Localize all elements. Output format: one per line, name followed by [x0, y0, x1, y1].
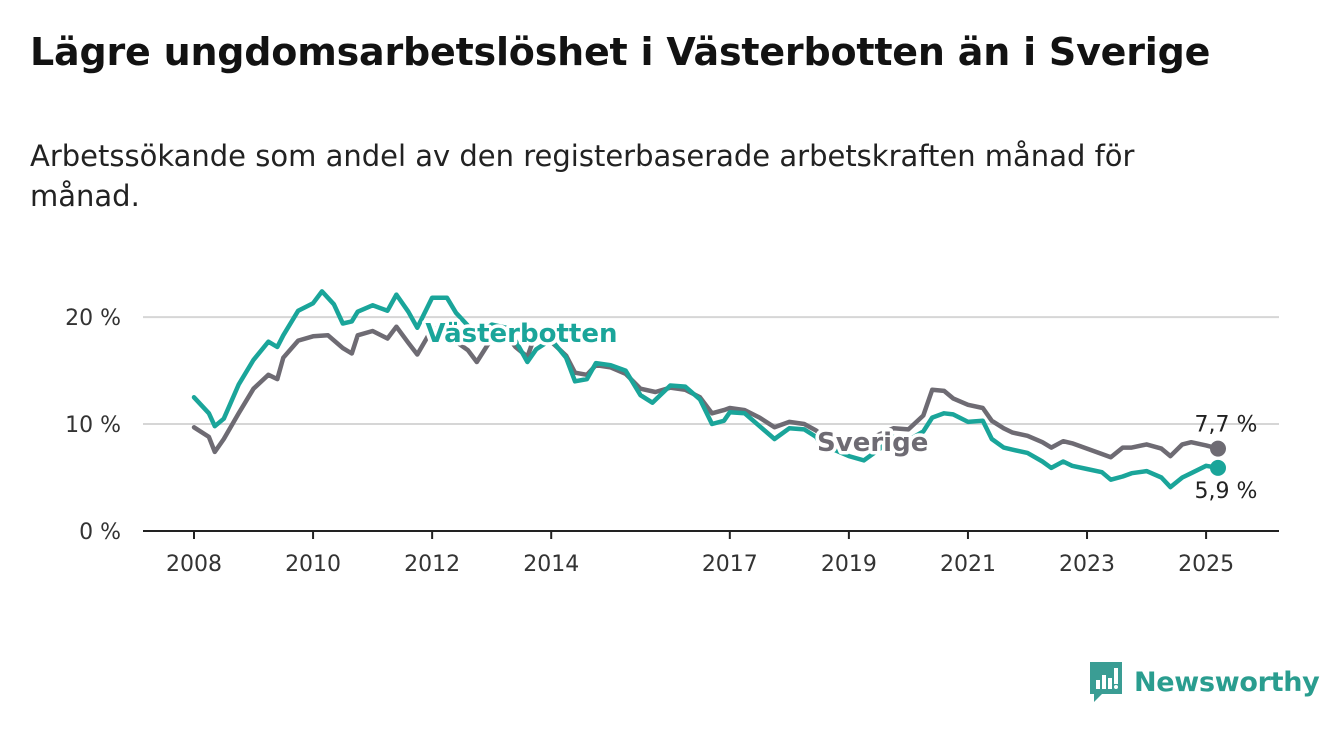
- brand-name: Newsworthy: [1134, 666, 1320, 698]
- newsworthy-logo-icon: [1090, 662, 1122, 702]
- series-label-sverige: Sverige: [817, 428, 928, 458]
- y-axis-ticks: 0 % 10 % 20 %: [65, 306, 121, 545]
- series-line-sverige: [191, 324, 1221, 460]
- series-line-v-sterbotten: [191, 289, 1221, 490]
- y-tick-label: 20 %: [65, 306, 121, 331]
- series-lines: [191, 289, 1226, 490]
- x-tick-label: 2014: [523, 552, 579, 577]
- y-tick-label: 0 %: [79, 520, 121, 545]
- x-tick-label: 2012: [404, 552, 460, 577]
- x-tick-label: 2010: [285, 552, 341, 577]
- chart-title: Lägre ungdomsarbetslöshet i Västerbotten…: [30, 30, 1211, 74]
- end-point-sverige: [1210, 440, 1226, 457]
- x-tick-label: 2017: [702, 552, 758, 577]
- x-tick-label: 2023: [1059, 552, 1115, 577]
- x-tick-label: 2021: [940, 552, 996, 577]
- end-label-v-sterbotten: 5,9 %: [1195, 479, 1258, 504]
- series-label-v-sterbotten: Västerbotten: [425, 319, 617, 349]
- brand: Newsworthy: [1088, 660, 1320, 704]
- chart-subtitle: Arbetssökande som andel av den registerb…: [30, 139, 1135, 213]
- x-tick-label: 2025: [1178, 552, 1234, 577]
- series-labels: 7,7 % 5,9 % Västerbotten Sverige: [422, 316, 1258, 504]
- end-point-v-sterbotten: [1210, 459, 1226, 476]
- x-tick-label: 2019: [821, 552, 877, 577]
- y-tick-label: 10 %: [65, 413, 121, 438]
- line-chart: 0 % 10 % 20 % 2008 2010 2012 2014 2017 2019 2021…: [65, 289, 1279, 577]
- gridlines: [143, 316, 1279, 426]
- end-label-sverige: 7,7 %: [1195, 413, 1258, 438]
- x-axis-ticks: 2008 2010 2012 2014 2017 2019 2021 2023 2025: [166, 531, 1234, 577]
- x-tick-label: 2008: [166, 552, 222, 577]
